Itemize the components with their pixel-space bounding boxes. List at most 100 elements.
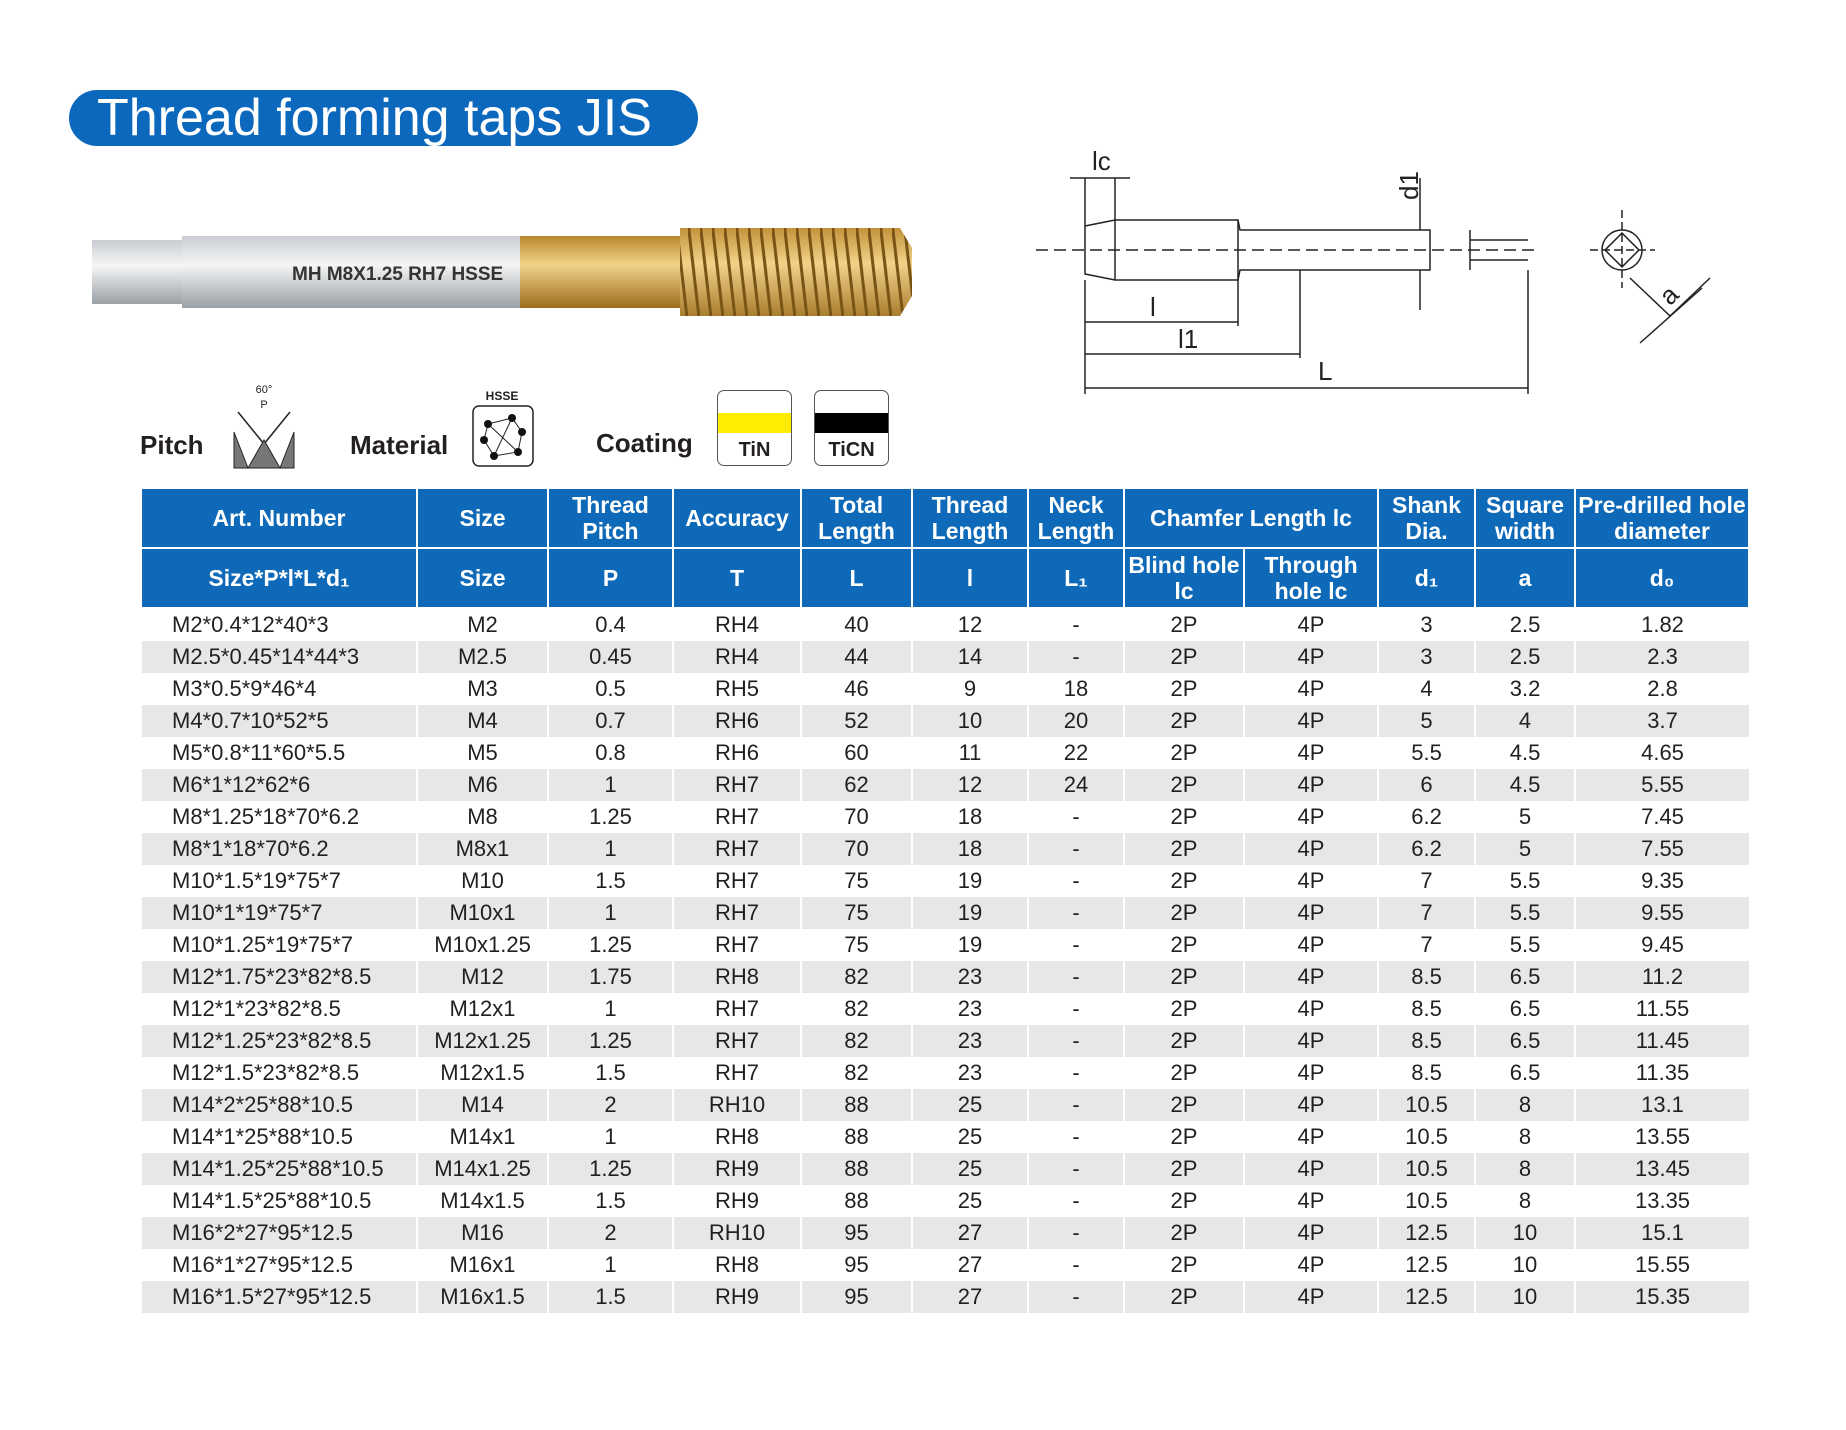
table-cell: M14*2*25*88*10.5 <box>140 1089 417 1121</box>
table-cell: 6 <box>1377 769 1476 801</box>
table-cell: 23 <box>911 961 1028 993</box>
table-cell: 4P <box>1242 705 1379 737</box>
coating-name: TiN <box>738 439 771 461</box>
table-cell: M16*1*27*95*12.5 <box>140 1249 417 1281</box>
table-cell: 2.3 <box>1574 641 1750 673</box>
table-cell: 8 <box>1474 1185 1576 1217</box>
table-row: M12*1.75*23*82*8.5 M12 1.75 RH8 82 23-2P 4P 8.5… <box>140 961 1750 993</box>
table-cell: 4P <box>1242 929 1379 961</box>
table-cell: 2P <box>1123 641 1244 673</box>
table-cell: 0.5 <box>547 673 673 705</box>
table-cell: 0.8 <box>547 737 673 769</box>
table-cell: 2P <box>1123 1153 1244 1185</box>
table-cell: 44 <box>800 641 912 673</box>
diagram-label: l <box>1150 292 1156 322</box>
table-cell: 5 <box>1474 833 1576 865</box>
table-cell: 10.5 <box>1377 1121 1476 1153</box>
table-cell: 2P <box>1123 1249 1244 1281</box>
table-cell: - <box>1027 1217 1124 1249</box>
table-cell: RH9 <box>672 1153 801 1185</box>
table-cell: M2*0.4*12*40*3 <box>140 608 417 641</box>
table-cell: 10.5 <box>1377 1153 1476 1185</box>
table-cell: RH5 <box>672 673 801 705</box>
table-cell: - <box>1027 1025 1124 1057</box>
table-cell: RH7 <box>672 897 801 929</box>
header-cell: d₀ <box>1574 547 1751 609</box>
table-cell: 2P <box>1123 801 1244 833</box>
table-cell: 2P <box>1123 1057 1244 1089</box>
table-cell: RH6 <box>672 705 801 737</box>
table-cell: 2P <box>1123 961 1244 993</box>
table-cell: 95 <box>800 1249 912 1281</box>
table-cell: M14x1.25 <box>416 1153 548 1185</box>
table-cell: 12.5 <box>1377 1281 1476 1313</box>
table-row: M10*1.25*19*75*7 M10x1.25 1.25 RH7 75 19-2P 4P… <box>140 929 1750 961</box>
table-row: M12*1.5*23*82*8.5 M12x1.5 1.5 RH7 82 23-2P 4P 8… <box>140 1057 1750 1089</box>
diagram-label: lc <box>1092 146 1111 176</box>
table-cell: 4P <box>1242 961 1379 993</box>
table-cell: M12*1.5*23*82*8.5 <box>140 1057 417 1089</box>
header-cell: Size <box>416 487 549 549</box>
table-cell: M6*1*12*62*6 <box>140 769 417 801</box>
table-cell: RH7 <box>672 865 801 897</box>
table-cell: 4.65 <box>1574 737 1750 769</box>
table-cell: 4P <box>1242 865 1379 897</box>
table-cell: M14x1 <box>416 1121 548 1153</box>
table-row: M10*1*19*75*7 M10x1 1 RH7 75 19-2P 4P 7 5.5 9.55 <box>140 897 1750 929</box>
table-cell: 2P <box>1123 1025 1244 1057</box>
table-row: M14*1*25*88*10.5 M14x1 1 RH8 88 25-2P 4P 10.5 8 1… <box>140 1121 1750 1153</box>
table-cell: 2P <box>1123 769 1244 801</box>
header-cell: P <box>547 547 674 609</box>
pitch-angle: 60° <box>256 384 273 396</box>
table-cell: RH8 <box>672 1121 801 1153</box>
table-cell: 11.45 <box>1574 1025 1750 1057</box>
table-cell: 4P <box>1242 769 1379 801</box>
table-cell: RH7 <box>672 833 801 865</box>
table-cell: 62 <box>800 769 912 801</box>
table-row: M4*0.7*10*52*5 M4 0.7 RH6 52 10 20 2P 4P 5 4 3.7 <box>140 705 1750 737</box>
header-cell: l <box>911 547 1029 609</box>
table-cell: 95 <box>800 1217 912 1249</box>
table-row: M10*1.5*19*75*7 M10 1.5 RH7 75 19-2P 4P 7 5.5 9.3… <box>140 865 1750 897</box>
table-cell: 6.5 <box>1474 993 1576 1025</box>
table-cell: - <box>1027 961 1124 993</box>
table-cell: - <box>1027 833 1124 865</box>
table-cell: 13.45 <box>1574 1153 1750 1185</box>
table-cell: 8 <box>1474 1153 1576 1185</box>
table-cell: M16 <box>416 1217 548 1249</box>
header-row: Art. Number Size Thread Pitch Accuracy Total… <box>140 487 1751 549</box>
header-cell: Accuracy <box>672 487 802 549</box>
table-cell: 5 <box>1377 705 1476 737</box>
table-cell: 6.2 <box>1377 801 1476 833</box>
table-cell: M10*1*19*75*7 <box>140 897 417 929</box>
table-cell: 5.5 <box>1474 929 1576 961</box>
table-row: M16*1.5*27*95*12.5 M16x1.5 1.5 RH9 95 27-2P 4P… <box>140 1281 1750 1313</box>
table-cell: 23 <box>911 1057 1028 1089</box>
table-cell: M6 <box>416 769 548 801</box>
table-cell: RH7 <box>672 993 801 1025</box>
table-cell: 20 <box>1027 705 1124 737</box>
table-cell: 2 <box>547 1089 673 1121</box>
table-cell: 7 <box>1377 929 1476 961</box>
table-cell: 4P <box>1242 1089 1379 1121</box>
table-cell: 82 <box>800 961 912 993</box>
header-cell: Neck Length <box>1027 487 1125 549</box>
table-cell: 4P <box>1242 673 1379 705</box>
table-cell: - <box>1027 993 1124 1025</box>
table-cell: 12.5 <box>1377 1217 1476 1249</box>
tap-diagram: lc d1 l l1 L a <box>1036 146 1711 394</box>
tool-image: MH M8X1.25 RH7 HSSE <box>92 228 912 316</box>
table-row: M16*1*27*95*12.5 M16x1 1 RH8 95 27-2P 4P 12.5 10… <box>140 1249 1750 1281</box>
table-cell: 4P <box>1242 801 1379 833</box>
header-cell: Art. Number <box>140 487 418 549</box>
table-cell: 82 <box>800 1025 912 1057</box>
table-cell: M8 <box>416 801 548 833</box>
table-cell: 88 <box>800 1121 912 1153</box>
diagram-label: d1 <box>1394 171 1424 200</box>
table-cell: 4.5 <box>1474 737 1576 769</box>
table-cell: M8*1.25*18*70*6.2 <box>140 801 417 833</box>
table-cell: 12 <box>911 608 1028 641</box>
table-cell: 23 <box>911 1025 1028 1057</box>
header-cell: Pre-drilled hole diameter <box>1574 487 1751 549</box>
